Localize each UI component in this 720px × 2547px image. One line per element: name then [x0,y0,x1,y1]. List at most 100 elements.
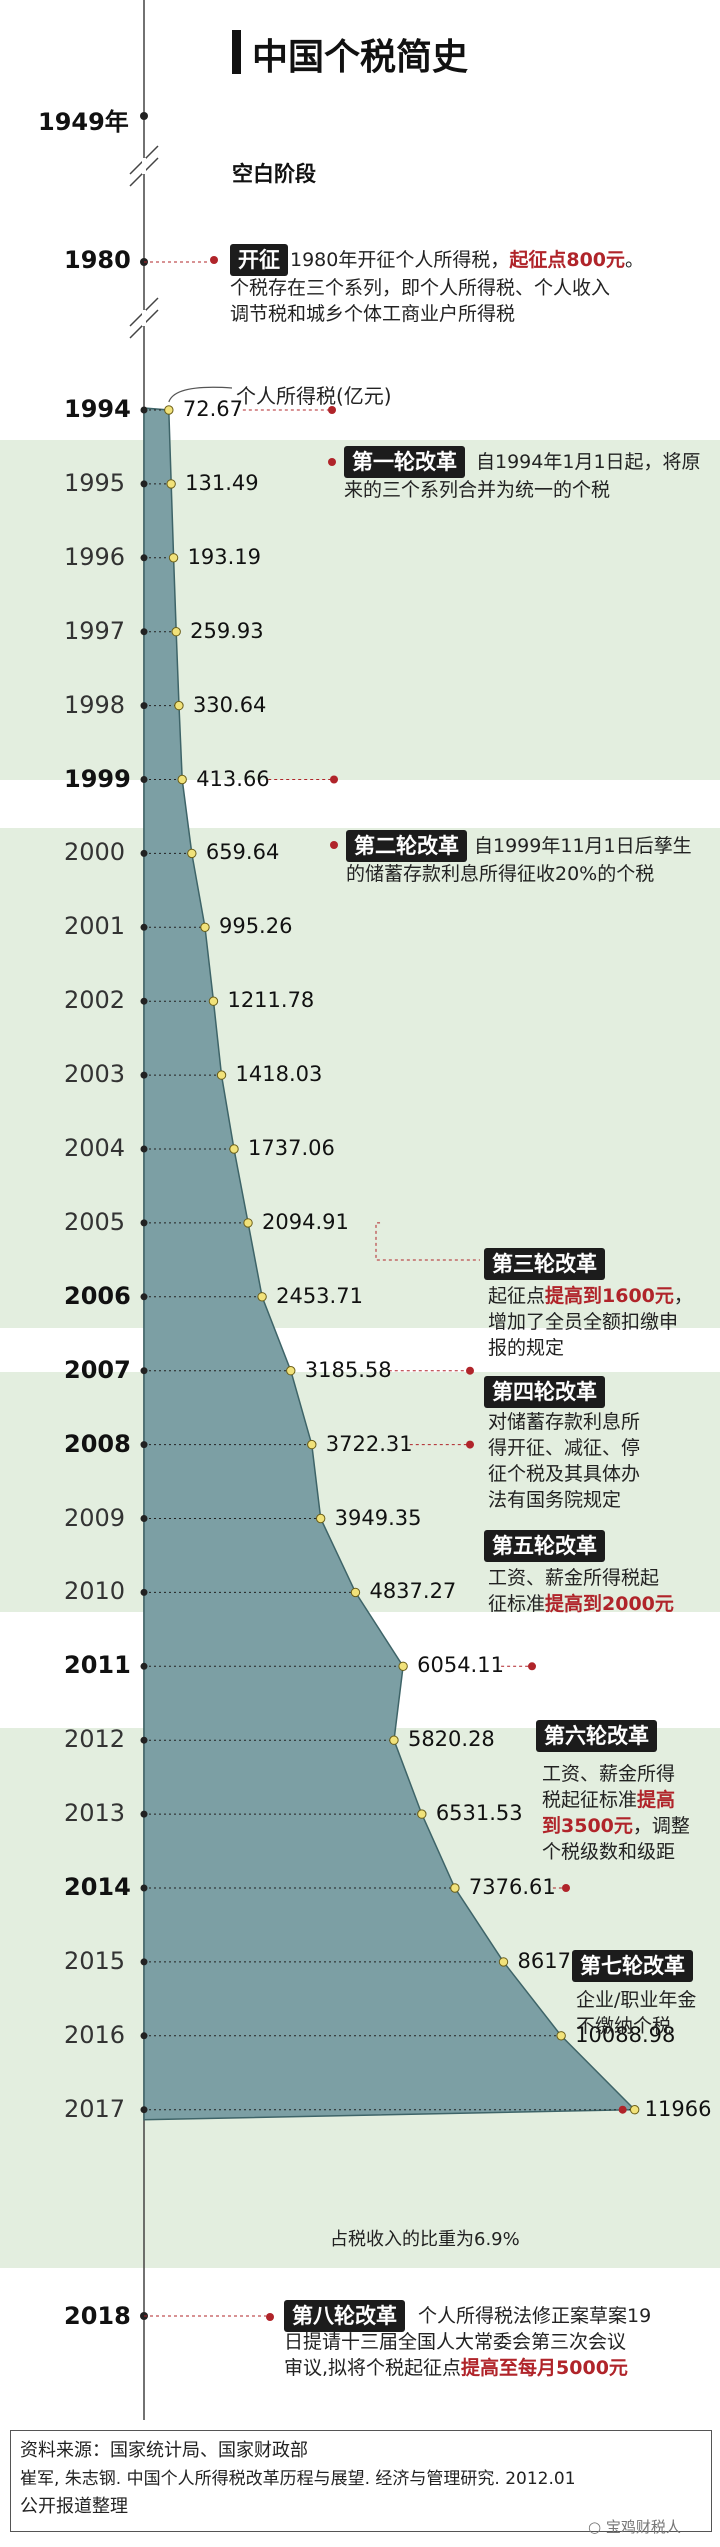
reform-1980-threshold: 起征点800元 [509,249,626,271]
year-label-1998: 1998 [64,690,126,719]
year-label-2005: 2005 [64,1207,126,1236]
data-point-2006 [257,1292,267,1302]
reform-5-line2: 征标准提高到2000元 [488,1592,674,1617]
reform-7-leader-end [562,1884,570,1892]
year-1949: 1949年 [38,108,129,136]
value-label-2005: 2094.91 [262,1209,349,1234]
series-label: 个人所得税(亿元) [236,384,392,408]
reform-1980-line1c: 。 [625,249,645,271]
reform-4-line2: 得开征、减征、停 [488,1437,641,1459]
data-point-1996 [168,553,179,563]
reform-4-badge: 第四轮改革 [484,1376,605,1408]
value-label-2000: 659.64 [205,840,280,865]
data-point-2000 [187,848,197,859]
reform-3-threshold: 提高到1600元 [545,1285,674,1307]
value-label-2001: 995.26 [218,914,293,939]
annotation-2017-dot [618,2105,627,2114]
reform-6-threshold: 到3500元 [542,1815,633,1837]
data-point-1999 [177,774,187,785]
watermark-text: 宝鸡财税人 [605,2518,681,2536]
reform-4-line3: 征个税及其具体办 [488,1463,641,1485]
axis-tick [140,554,148,562]
data-point-2005 [243,1218,253,1228]
year-1980: 1980 [64,246,131,274]
value-label-2017: 11966 [644,2096,712,2121]
reform-6-badge: 第六轮改革 [536,1720,657,1752]
axis-tick [140,1810,148,1818]
reform-6-line2a: 税起征标准 [542,1789,638,1811]
axis-tick [140,923,148,931]
year-label-2006: 2006 [64,1281,131,1310]
axis-tick [140,1515,148,1522]
title-bar [232,30,241,74]
reform-4-line4: 法有国务院规定 [488,1489,622,1511]
data-point-2002 [208,996,219,1006]
year-label-2012: 2012 [64,1725,126,1754]
reform-2-badge: 第二轮改革 [346,830,467,862]
value-label-2007: 3185.58 [304,1357,392,1382]
point-layer [140,405,640,2115]
page-title: 中国个税简史 [252,37,469,78]
reform-7-badge: 第七轮改革 [572,1950,693,1982]
year-label-2011: 2011 [64,1651,131,1680]
data-point-1994 [164,405,174,415]
reform-6-raise: 提高 [637,1789,676,1811]
year-label-1999: 1999 [64,764,131,793]
reform-8-threshold: 提高至每月5000元 [461,2357,628,2379]
data-point-1998 [174,700,184,711]
value-label-2011: 6054.11 [417,1653,504,1678]
year-label-1995: 1995 [64,468,126,497]
value-label-1994: 72.67 [182,397,243,421]
year-label-2010: 2010 [64,1577,126,1606]
data-point-2004 [229,1144,239,1154]
axis-tick [140,2106,148,2114]
reform-5-badge: 第五轮改革 [484,1530,605,1562]
value-label-2013: 6531.53 [435,1801,523,1826]
reform-5-line2a: 征标准 [488,1593,546,1615]
year-label-2009: 2009 [64,1503,126,1532]
watermark: ○ 宝鸡财税人 [588,2516,681,2537]
value-label-1997: 259.93 [190,618,264,643]
data-point-2015 [498,1957,509,1967]
axis-tick [140,628,148,636]
data-point-2010 [350,1587,361,1598]
annotation-2017: 占税收入的比重为6.9% [330,2229,520,2250]
axis-tick [140,1219,148,1227]
blank-stage-label: 空白阶段 [232,162,316,186]
reform-2-dot [330,841,338,849]
reform-6-line3b: ，调整 [632,1815,690,1837]
year-label-2015: 2015 [64,1946,126,1975]
reform-3-line3: 报的规定 [488,1337,565,1359]
value-label-2003: 1418.03 [235,1062,323,1087]
reform-8-line3: 审议,拟将个税起征点提高至每月5000元 [284,2356,628,2381]
year-label-1996: 1996 [64,542,126,571]
reform-3-badge: 第三轮改革 [484,1248,605,1280]
reform-2-leader-end [330,775,338,784]
reform-6-leader-end [528,1662,536,1671]
axis-break-gap [142,310,146,326]
reform-1-line2: 来的三个系列合并为统一的个税 [344,479,611,501]
reform-3-leader [375,1222,480,1261]
reform-3-line1: 起征点提高到1600元， [488,1284,693,1309]
reform-5-threshold: 提高到2000元 [545,1593,674,1615]
axis-tick [140,1736,148,1744]
value-label-2014: 7376.61 [468,1875,556,1899]
series-label-leader [168,386,233,403]
year-label-2001: 2001 [64,912,126,941]
year-label-1994: 1994 [64,395,131,423]
guide-layer [144,386,635,2114]
source-line-2: 崔军, 朱志钢. 中国个人所得税改革历程与展望. 经济与管理研究. 2012.0… [20,2469,576,2489]
axis-tick [140,1884,148,1892]
reform-1980-dot [210,256,218,264]
data-point-2009 [315,1513,326,1524]
axis-tick [140,1958,148,1966]
value-label-2002: 1211.78 [227,988,315,1013]
value-label-2004: 1737.06 [248,1136,335,1160]
data-point-2012 [389,1735,399,1745]
axis-tick [140,776,148,783]
value-label-2008: 3722.31 [325,1431,413,1456]
reform-1980-badge: 开征 [230,244,288,276]
reform-1980-line2: 个税存在三个系列，即个人所得税、个人收入 [230,277,611,299]
reform-6-line3: 到3500元，调整 [542,1814,690,1839]
year-label-2017: 2017 [64,2094,126,2123]
